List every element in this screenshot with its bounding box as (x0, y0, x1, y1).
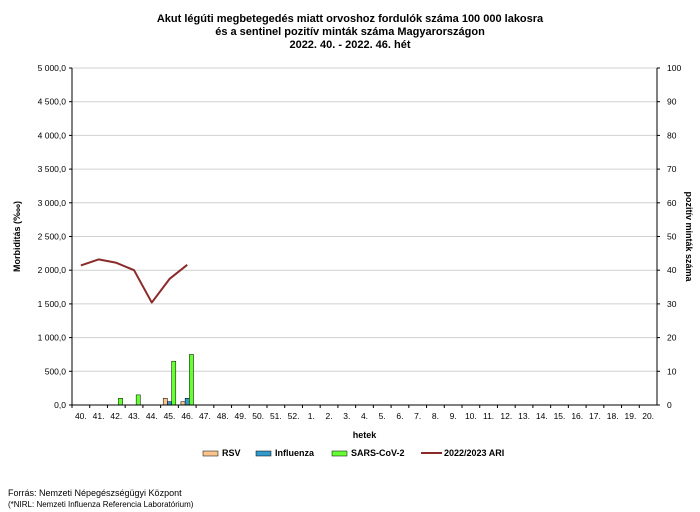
left-tick-label: 3 500,0 (38, 164, 67, 174)
x-tick-label: 50. (252, 411, 264, 421)
x-tick-label: 3. (343, 411, 350, 421)
left-tick-label: 5 000,0 (38, 63, 67, 73)
bar-sars-cov-2 (118, 398, 123, 406)
right-tick-label: 40 (667, 265, 677, 275)
x-tick-label: 48. (217, 411, 229, 421)
right-tick-label: 90 (667, 97, 677, 107)
x-tick-label: 5. (379, 411, 386, 421)
x-axis-label: hetek (353, 430, 378, 440)
left-tick-label: 0,0 (54, 400, 66, 410)
legend-label: SARS-CoV-2 (351, 448, 405, 458)
legend-label: 2022/2023 ARI (444, 448, 504, 458)
x-tick-label: 16. (571, 411, 583, 421)
x-tick-label: 8. (432, 411, 439, 421)
x-tick-label: 41. (93, 411, 105, 421)
right-tick-label: 10 (667, 366, 677, 376)
right-tick-label: 0 (667, 400, 672, 410)
left-tick-label: 4 500,0 (38, 97, 67, 107)
x-tick-label: 13. (518, 411, 530, 421)
right-tick-label: 70 (667, 164, 677, 174)
legend-swatch (202, 450, 219, 457)
bar-sars-cov-2 (171, 360, 177, 406)
legend-label: Influenza (275, 448, 315, 458)
x-tick-label: 15. (554, 411, 566, 421)
x-tick-label: 44. (146, 411, 158, 421)
right-axis-ticks: 0 10 20 30 40 50 60 70 80 90 100 (657, 63, 681, 410)
bars (118, 354, 194, 406)
right-tick-label: 80 (667, 130, 677, 140)
bar-sars-cov-2 (135, 394, 141, 406)
x-tick-label: 7. (414, 411, 421, 421)
chart-title: Akut légúti megbetegedés miatt orvoshoz … (157, 13, 544, 51)
x-tick-label: 14. (536, 411, 548, 421)
legend-label: RSV (222, 448, 241, 458)
chart-title-line: Akut légúti megbetegedés miatt orvoshoz … (157, 13, 544, 25)
left-tick-label: 1 000,0 (38, 333, 67, 343)
x-tick-label: 52. (288, 411, 300, 421)
x-tick-label: 40. (75, 411, 87, 421)
x-tick-label: 11. (483, 411, 494, 421)
right-tick-label: 60 (667, 198, 677, 208)
right-tick-label: 50 (667, 232, 677, 242)
left-tick-label: 3 000,0 (38, 198, 67, 208)
left-axis-ticks: 0,0 500,0 1 000,0 1 500,0 2 000,0 2 500,0 3 00… (38, 63, 72, 410)
left-tick-label: 1 500,0 (38, 299, 67, 309)
x-tick-label: 1. (308, 411, 315, 421)
x-tick-label: 42. (110, 411, 122, 421)
right-tick-label: 30 (667, 299, 677, 309)
x-tick-label: 17. (589, 411, 601, 421)
x-tick-label: 20. (642, 411, 654, 421)
x-tick-label: 12. (500, 411, 512, 421)
x-tick-label: 18. (607, 411, 619, 421)
right-tick-label: 20 (667, 333, 677, 343)
gridlines (72, 67, 657, 372)
chart-title-line: 2022. 40. - 2022. 46. hét (289, 39, 410, 51)
x-tick-label: 51. (270, 411, 282, 421)
x-tick-label: 19. (624, 411, 636, 421)
chart-title-line: és a sentinel pozitív minták száma Magya… (215, 26, 485, 38)
legend-swatch (255, 450, 272, 457)
right-axis-label: pozitív minták száma (684, 191, 694, 282)
bar-sars-cov-2 (189, 354, 194, 406)
left-tick-label: 4 000,0 (38, 130, 67, 140)
x-axis-ticks: 40. 41. 42. 43. 44. 45. 46. 47. 48. 49. 50. 51. 52. 1… (71, 405, 654, 421)
left-tick-label: 2 500,0 (38, 232, 67, 242)
x-tick-label: 43. (128, 411, 140, 421)
left-tick-label: 500,0 (45, 366, 67, 376)
x-tick-label: 10. (465, 411, 477, 421)
x-tick-label: 6. (396, 411, 403, 421)
x-tick-label: 47. (199, 411, 211, 421)
bar-influenza (184, 398, 190, 406)
x-tick-label: 49. (234, 411, 246, 421)
bar-rsv (162, 398, 168, 406)
left-tick-label: 2 000,0 (38, 265, 67, 275)
x-tick-label: 2. (325, 411, 332, 421)
line-series-ari (80, 258, 188, 304)
bar-rsv (180, 401, 186, 406)
x-tick-label: 46. (181, 411, 193, 421)
left-axis-label: Morbiditás (‱) (12, 201, 22, 272)
source-note: (*NIRL: Nemzeti Influenza Referencia Lab… (8, 500, 194, 509)
source-text: Forrás: Nemzeti Népegészségügyi Központ (8, 488, 182, 498)
legend-swatch (331, 450, 348, 457)
right-tick-label: 100 (667, 63, 681, 73)
x-tick-label: 9. (450, 411, 457, 421)
ari-line (80, 258, 188, 304)
x-tick-label: 4. (361, 411, 368, 421)
bar-influenza (167, 401, 172, 406)
legend: RSV Influenza SARS-CoV-2 2022/2023 ARI (202, 448, 504, 458)
x-tick-label: 45. (164, 411, 176, 421)
